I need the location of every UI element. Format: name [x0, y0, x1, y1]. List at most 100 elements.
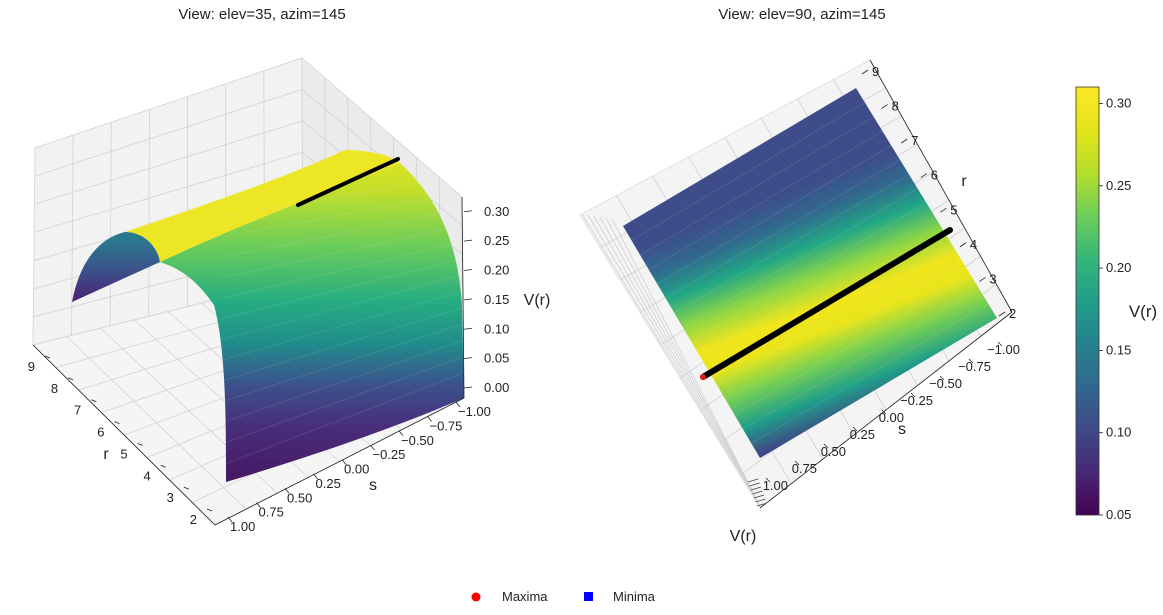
left-r-tick-label: 3	[167, 490, 174, 505]
right-3d-plot: View: elev=90, azim=145 9 8 7 6 5 4 3 2 r −1.00…	[579, 6, 1020, 545]
left-s-tick-label: −0.50	[401, 433, 434, 448]
left-r-tick-mark	[67, 377, 74, 381]
left-r-tick-label: 9	[28, 359, 35, 374]
colorbar-tick-label: 0.10	[1106, 425, 1131, 440]
left-r-axis: 9 8 7 6 5 4 3 2 r	[28, 344, 216, 527]
colorbar-tick-label: 0.30	[1106, 95, 1131, 110]
left-z-tick-label: 0.30	[484, 204, 509, 219]
right-surface-bands	[631, 101, 989, 444]
right-r-tick-mark	[861, 69, 869, 75]
left-r-tick-mark	[206, 508, 213, 512]
legend-maxima-marker	[471, 592, 481, 602]
left-z-tick-mark	[463, 269, 473, 271]
left-r-tick-mark	[91, 399, 97, 403]
left-z-axis-line	[461, 196, 465, 399]
right-s-tick-mark	[939, 375, 945, 381]
left-s-axis-label: s	[369, 477, 377, 494]
left-s-tick-mark	[256, 502, 261, 508]
right-s-tick-mark	[881, 409, 887, 415]
right-r-tick-mark	[940, 207, 947, 213]
right-r-tick-label: 6	[931, 168, 938, 183]
right-r-tick-label: 9	[872, 64, 879, 79]
legend-maxima-label: Maxima	[502, 589, 548, 604]
left-z-tick-mark	[463, 357, 473, 360]
right-s-tick-label: 0.75	[792, 461, 817, 476]
right-s-tick-mark	[997, 341, 1003, 347]
right-s-axis-label: s	[898, 421, 906, 438]
left-z-tick-mark	[463, 210, 473, 213]
left-surface	[72, 150, 464, 482]
left-r-tick-label: 2	[190, 512, 197, 527]
right-r-tick-mark	[900, 138, 908, 144]
left-s-tick-mark	[427, 416, 432, 422]
colorbar-tick-label: 0.05	[1106, 507, 1131, 522]
right-plot-title: View: elev=90, azim=145	[718, 6, 885, 23]
right-r-tick-label: 8	[892, 99, 899, 114]
right-maxima-line	[700, 227, 953, 380]
right-r-tick-label: 7	[911, 133, 918, 148]
right-r-axis-label: r	[961, 173, 967, 190]
right-s-tick-label: 1.00	[763, 478, 788, 493]
legend-minima-label: Minima	[613, 589, 656, 604]
left-z-tick-label: 0.15	[484, 292, 509, 307]
left-s-tick-mark	[284, 488, 290, 494]
left-surface-ridge	[125, 150, 400, 262]
right-s-tick-label: −1.00	[987, 342, 1020, 357]
right-s-tick-mark	[910, 392, 916, 398]
left-r-tick-mark	[160, 464, 166, 468]
left-r-tick-label: 7	[74, 403, 81, 418]
right-z-tick-mark	[755, 498, 766, 503]
left-z-tick-mark	[463, 386, 473, 389]
right-s-tick-label: 0.50	[821, 444, 846, 459]
left-z-tick-mark	[463, 327, 473, 330]
left-r-axis-line	[32, 344, 216, 526]
right-r-axis-line	[869, 59, 1013, 313]
left-surface-front	[160, 163, 464, 482]
left-s-tick-mark	[227, 516, 233, 523]
right-r-tick-mark	[959, 242, 967, 248]
left-s-tick-mark	[398, 430, 404, 436]
right-z-axis-ticks	[747, 478, 768, 507]
right-s-tick-mark	[968, 358, 974, 364]
right-s-axis-line	[759, 311, 1013, 509]
right-s-tick-label: −0.25	[900, 393, 933, 408]
right-maxima-marker	[700, 374, 706, 380]
right-s-tick-label: 0.25	[850, 427, 875, 442]
left-surface-back-cap	[72, 232, 160, 302]
right-s-tick-label: −0.75	[958, 359, 991, 374]
right-r-tick-label: 4	[970, 237, 977, 252]
left-s-tick-mark	[370, 444, 375, 451]
left-z-axis-label: V(r)	[524, 292, 551, 309]
left-s-tick-mark	[313, 473, 318, 480]
colorbar-bar	[1075, 86, 1100, 516]
left-r-tick-label: 6	[97, 425, 104, 440]
left-z-tick-mark	[463, 239, 473, 242]
right-r-tick-mark	[920, 173, 927, 179]
left-s-tick-label: 1.00	[230, 519, 255, 534]
left-s-tick-mark	[455, 401, 461, 408]
left-r-tick-mark	[44, 355, 51, 359]
left-r-tick-mark	[114, 421, 120, 424]
left-z-tick-label: 0.20	[484, 263, 509, 278]
right-r-tick-label: 5	[950, 202, 957, 217]
left-z-tick-label: 0.25	[484, 233, 509, 248]
colorbar-tick-label: 0.20	[1106, 260, 1131, 275]
left-z-tick-label: 0.05	[484, 351, 509, 366]
right-z-axis-label: V(r)	[730, 528, 757, 545]
left-s-tick-label: −0.25	[373, 447, 406, 462]
right-s-tick-mark	[852, 426, 858, 432]
right-r-tick-label: 3	[989, 271, 996, 286]
right-s-axis: −1.00 −0.75 −0.50 −0.25 0.00 0.25 0.50 0.75 1.00…	[759, 311, 1020, 509]
right-r-tick-mark	[979, 277, 986, 282]
left-s-tick-label: 0.75	[259, 505, 284, 520]
colorbar: 0.05 0.10 0.15 0.20 0.25 0.30 V(r)	[1075, 86, 1157, 522]
left-s-axis: 1.00 0.750.50 0.250.00 −0.25−0.50−0.75−1.00…	[214, 397, 491, 534]
right-r-tick-mark	[881, 104, 888, 109]
right-z-tick-mark	[756, 502, 768, 507]
left-r-tick-label: 8	[51, 381, 58, 396]
left-z-axis: 0.00 0.05 0.10 0.15 0.20 0.25 0.30 V(r)	[461, 196, 551, 399]
left-z-tick-label: 0.10	[484, 321, 509, 336]
left-s-tick-label: −1.00	[458, 404, 491, 419]
right-z-tick-mark	[749, 482, 760, 487]
